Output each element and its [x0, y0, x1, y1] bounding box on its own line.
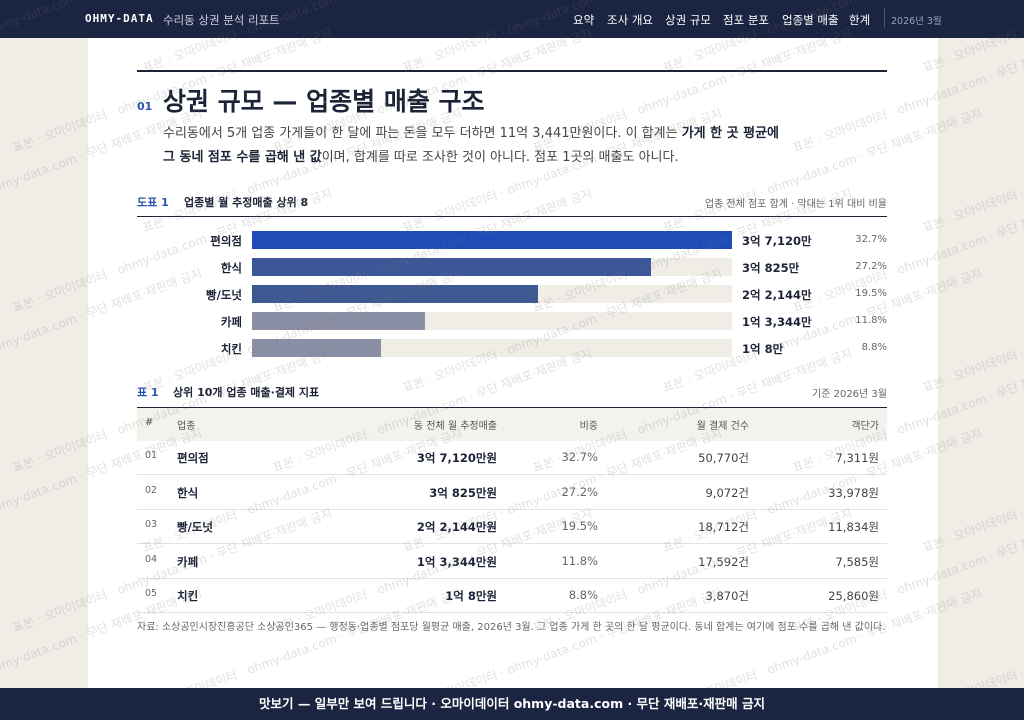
table-cell: 11.8% — [561, 553, 598, 568]
rule — [137, 70, 887, 72]
column-header: 비중 — [579, 421, 598, 432]
table-cell: 8.8% — [568, 588, 598, 602]
bar-value: 3억 7,120만 — [742, 234, 812, 248]
bar-share: 32.7% — [855, 234, 887, 245]
source: 자료: 소상공인시장진흥공단 소상공인365 — 행정동·업종별 점포당 월평균… — [137, 622, 886, 633]
table-cell: 05 — [145, 588, 158, 599]
table-cell: 19.5% — [561, 519, 598, 533]
column-header: 객단가 — [851, 421, 879, 432]
table-header — [137, 407, 887, 441]
table-cell: 11,834원 — [828, 520, 879, 534]
table-cell: 9,072건 — [705, 485, 749, 500]
bar-label: 편의점 — [210, 234, 242, 248]
bar-label: 치킨 — [220, 342, 242, 356]
table-cell: 1억 8만원 — [445, 589, 497, 603]
footer-banner: 맛보기 — 일부만 보여 드립니다 · 오마이데이터 ohmy-data.com… — [0, 688, 1024, 720]
table-cell: 치킨 — [177, 589, 199, 603]
table-cell: 04 — [145, 553, 158, 565]
logo[interactable]: OHMY-DATA — [85, 12, 154, 25]
nav-link[interactable]: 업종별 매출 — [782, 13, 839, 27]
row-line — [137, 508, 887, 510]
table-cell: 7,311원 — [835, 451, 879, 465]
nav-link[interactable]: 조사 개요 — [607, 13, 653, 27]
intro-text: 수리동에서 5개 업종 가게들이 한 달에 파는 돈을 모두 더하면 11억 3… — [163, 126, 682, 141]
table-cell: 50,770건 — [698, 451, 749, 465]
bar-label: 한식 — [220, 261, 242, 275]
table-cell: 3억 825만원 — [429, 485, 497, 500]
bar-value: 2억 2,144만 — [742, 288, 812, 302]
bar — [252, 231, 732, 249]
bar-value: 1억 3,344만 — [742, 315, 812, 329]
bar-share: 27.2% — [855, 261, 887, 272]
table-cell: 빵/도넛 — [177, 520, 213, 534]
table-cell: 한식 — [177, 485, 199, 500]
table-cell: 17,592건 — [698, 554, 749, 569]
figure-note: 업종 전체 점포 합계 · 막대는 1위 대비 비율 — [704, 199, 887, 210]
table-cell: 편의점 — [177, 451, 209, 465]
row-line — [137, 543, 887, 544]
intro: 수리동에서 5개 업종 가게들이 한 달에 파는 돈을 모두 더하면 11억 3… — [163, 122, 788, 170]
report-name: 수리동 상권 분석 리포트 — [163, 13, 280, 27]
nav-link[interactable]: 요약 — [573, 13, 595, 27]
date: 2026년 3월 — [891, 16, 942, 27]
intro-bold: 가게 한 곳 평균에 그 동네 점포 수를 곱해 낸 값 — [163, 126, 780, 165]
table-title: 상위 10개 업종 매출·결제 지표 — [173, 386, 320, 399]
figure-tag: 도표 1 — [137, 196, 169, 209]
row-line — [137, 612, 887, 613]
table-cell: 25,860원 — [828, 589, 879, 603]
table-cell: 18,712건 — [698, 520, 749, 534]
row-line — [137, 577, 887, 579]
content — [88, 38, 938, 688]
bar-label: 카페 — [220, 315, 242, 329]
table-cell: 32.7% — [561, 450, 598, 464]
bar — [252, 285, 539, 303]
table-cell: 03 — [145, 519, 158, 530]
table-cell: 1억 3,344만원 — [416, 554, 497, 569]
table-cell: 33,978원 — [828, 485, 879, 500]
nav-link[interactable]: 한계 — [849, 13, 871, 27]
bar-value: 3억 825만 — [742, 261, 800, 275]
table-cell: 27.2% — [561, 484, 598, 499]
table-cell: 7,585원 — [835, 554, 879, 569]
nav-link[interactable]: 상권 규모 — [665, 13, 711, 27]
bar-value: 1억 8만 — [742, 342, 784, 356]
bar — [252, 339, 382, 357]
column-header: # — [145, 417, 154, 428]
top-bar: OHMY-DATA 수리동 상권 분석 리포트 요약 조사 개요 상권 규모 점포 분… — [0, 0, 1024, 38]
table-cell: 카페 — [177, 554, 199, 569]
table-cell: 01 — [145, 450, 158, 461]
table-cell: 3억 7,120만원 — [416, 451, 497, 465]
figure-title: 업종별 월 추정매출 상위 8 — [184, 196, 309, 209]
nav-link[interactable]: 점포 분포 — [723, 13, 769, 27]
intro-text: 이며, 합계를 따로 조사한 것이 아니다. 점포 1곳의 매출도 아니다. — [321, 150, 679, 165]
bar-label: 빵/도넛 — [206, 288, 242, 302]
section-number: 01 — [137, 100, 153, 113]
table-note: 기준 2026년 3월 — [812, 389, 887, 400]
table-cell: 02 — [145, 484, 158, 496]
bar — [252, 258, 651, 276]
bar — [252, 312, 425, 330]
table-cell: 2억 2,144만원 — [416, 520, 497, 534]
bar-share: 11.8% — [855, 315, 887, 326]
table-tag: 표 1 — [137, 386, 159, 399]
bar-share: 8.8% — [861, 342, 887, 353]
table-cell: 3,870건 — [705, 589, 749, 603]
column-header: 월 결제 건수 — [696, 421, 749, 432]
row-line — [137, 474, 887, 475]
column-header: 동 전체 월 추정매출 — [413, 421, 497, 432]
bar-share: 19.5% — [855, 288, 887, 299]
section-title: 상권 규모 — 업종별 매출 구조 — [163, 87, 485, 116]
column-header: 업종 — [177, 421, 196, 432]
